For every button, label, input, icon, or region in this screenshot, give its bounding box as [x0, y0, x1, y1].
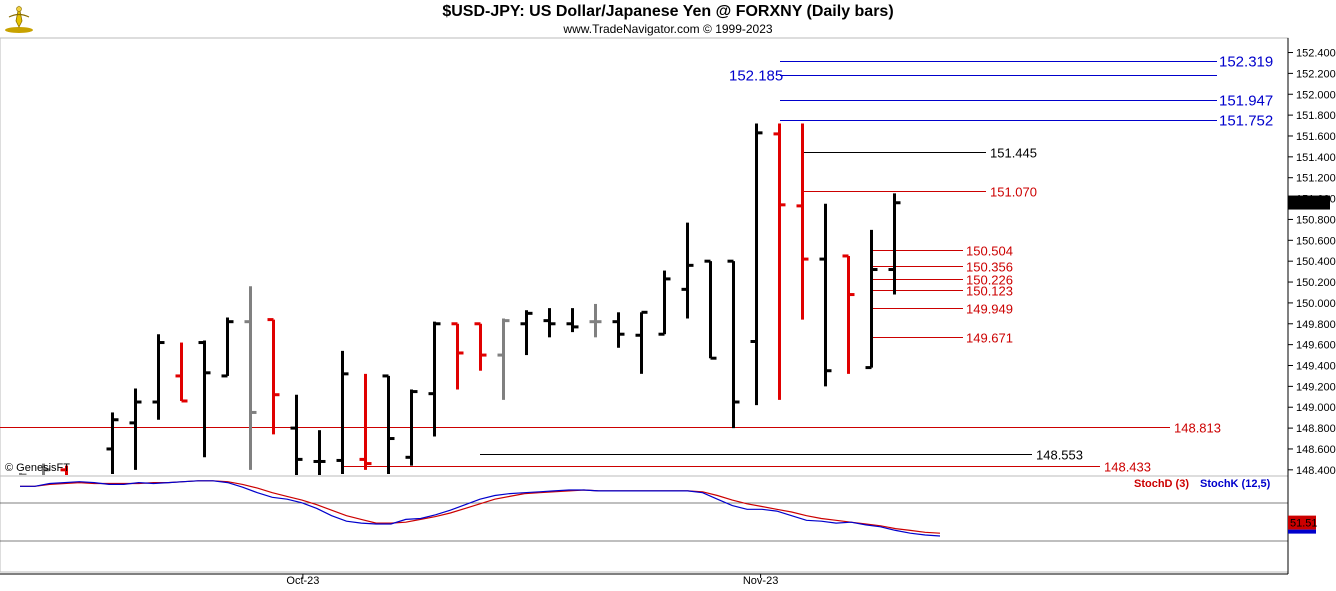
ohlc-bar	[635, 310, 648, 374]
level-label: 148.553	[1036, 448, 1083, 463]
y-tick-label: 150.800	[1296, 214, 1336, 226]
chart-subtitle: www.TradeNavigator.com © 1999-2023	[563, 22, 773, 36]
y-tick-label: 151.800	[1296, 110, 1336, 122]
ohlc-bar	[313, 430, 326, 475]
ohlc-bar	[42, 463, 50, 475]
stoch-k-line	[20, 480, 941, 537]
level-label: 150.356	[966, 260, 1013, 275]
ohlc-bar	[60, 465, 68, 475]
price-bars	[19, 123, 901, 475]
price-panel	[0, 37, 1289, 477]
ohlc-bar	[612, 312, 625, 348]
ohlc-bar	[129, 388, 142, 470]
level-label: 152.185	[729, 68, 783, 85]
level-label: 149.949	[966, 302, 1013, 317]
level-label: 151.752	[1219, 113, 1273, 130]
ohlc-bar	[267, 318, 280, 435]
level-label: 151.947	[1219, 93, 1273, 110]
x-tick-label: Nov-23	[743, 575, 778, 587]
ohlc-bar	[405, 389, 418, 466]
ohlc-bar	[474, 322, 487, 371]
ohlc-bar	[727, 259, 740, 429]
y-tick-label: 151.400	[1296, 152, 1336, 164]
y-tick-label: 148.600	[1296, 444, 1336, 456]
level-label: 150.123	[966, 284, 1013, 299]
ohlc-bar	[152, 334, 165, 420]
ohlc-bar	[497, 318, 510, 400]
y-tick-label: 151.200	[1296, 173, 1336, 185]
level-label: 150.504	[966, 244, 1013, 259]
trade-navigator-logo-icon	[3, 3, 35, 35]
ohlc-bar	[221, 317, 234, 378]
y-tick-label: 149.800	[1296, 319, 1336, 331]
time-axis: Oct-23 Nov-23	[286, 574, 778, 587]
ohlc-bar	[704, 259, 717, 360]
y-tick-label: 149.600	[1296, 340, 1336, 352]
ohlc-bar	[865, 229, 878, 370]
ohlc-bar	[198, 340, 211, 458]
ohlc-bar	[428, 321, 441, 437]
y-tick-label: 149.400	[1296, 361, 1336, 373]
ohlc-bar	[382, 374, 395, 474]
ohlc-bar	[543, 308, 556, 338]
level-label: 148.433	[1104, 460, 1151, 475]
ohlc-bar	[244, 286, 257, 470]
ohlc-bar	[819, 203, 832, 387]
ohlc-bar	[750, 123, 763, 406]
level-label: 149.671	[966, 331, 1013, 346]
y-tick-label: 152.000	[1296, 89, 1336, 101]
ohlc-bar	[681, 222, 694, 319]
stochastic-legend: StochD (3) StochK (12,5)	[1134, 478, 1271, 490]
y-tick-label: 151.600	[1296, 131, 1336, 143]
ohlc-bar	[888, 193, 901, 295]
ohlc-bar	[290, 394, 303, 475]
y-tick-label: 149.000	[1296, 402, 1336, 414]
level-label: 151.070	[990, 185, 1037, 200]
ohlc-bar	[566, 308, 579, 333]
level-label: 151.445	[990, 146, 1037, 161]
y-tick-label: 152.200	[1296, 68, 1336, 80]
last-price-label: 150.962	[1290, 198, 1330, 210]
chart-title: $USD-JPY: US Dollar/Japanese Yen @ FORXN…	[442, 3, 894, 20]
ohlc-bar	[359, 373, 372, 470]
y-tick-label: 150.400	[1296, 256, 1336, 268]
legend-entry: StochK (12,5)	[1200, 478, 1271, 490]
data-credit: © GenesisFT	[5, 462, 70, 474]
ohlc-bar	[842, 254, 855, 374]
legend-entry: StochD (3)	[1134, 478, 1189, 490]
y-tick-label: 148.400	[1296, 465, 1336, 477]
ohlc-bar	[175, 342, 188, 403]
stochastic-lines	[20, 480, 941, 537]
ohlc-bar	[658, 270, 671, 336]
ohlc-bar	[589, 303, 602, 338]
price-readouts: 150.962 51.51	[1288, 195, 1330, 534]
x-tick-label: Oct-23	[286, 575, 319, 587]
y-tick-label: 150.600	[1296, 235, 1336, 247]
level-lines: 152.319 152.185 151.947 151.752 151.445 151.0…	[0, 54, 1273, 475]
y-tick-label: 152.400	[1296, 48, 1336, 60]
stochastic-panel	[0, 475, 1289, 573]
y-tick-label: 149.200	[1296, 381, 1336, 393]
level-label: 148.813	[1174, 421, 1221, 436]
level-label: 152.319	[1219, 54, 1273, 71]
ohlc-bar	[520, 310, 533, 356]
y-tick-label: 150.000	[1296, 298, 1336, 310]
ohlc-bar	[796, 123, 809, 320]
price-axis: 148.400 148.600 148.800 149.000 149.200 149.4…	[1288, 48, 1336, 477]
stoch-readout: 51.51	[1290, 518, 1318, 530]
ohlc-bar	[773, 123, 786, 400]
y-tick-label: 148.800	[1296, 423, 1336, 435]
level-label: 150.226	[966, 273, 1013, 288]
ohlc-bar	[336, 350, 349, 474]
y-tick-label: 150.200	[1296, 277, 1336, 289]
ohlc-bar	[106, 412, 119, 474]
ohlc-bar	[451, 322, 464, 390]
